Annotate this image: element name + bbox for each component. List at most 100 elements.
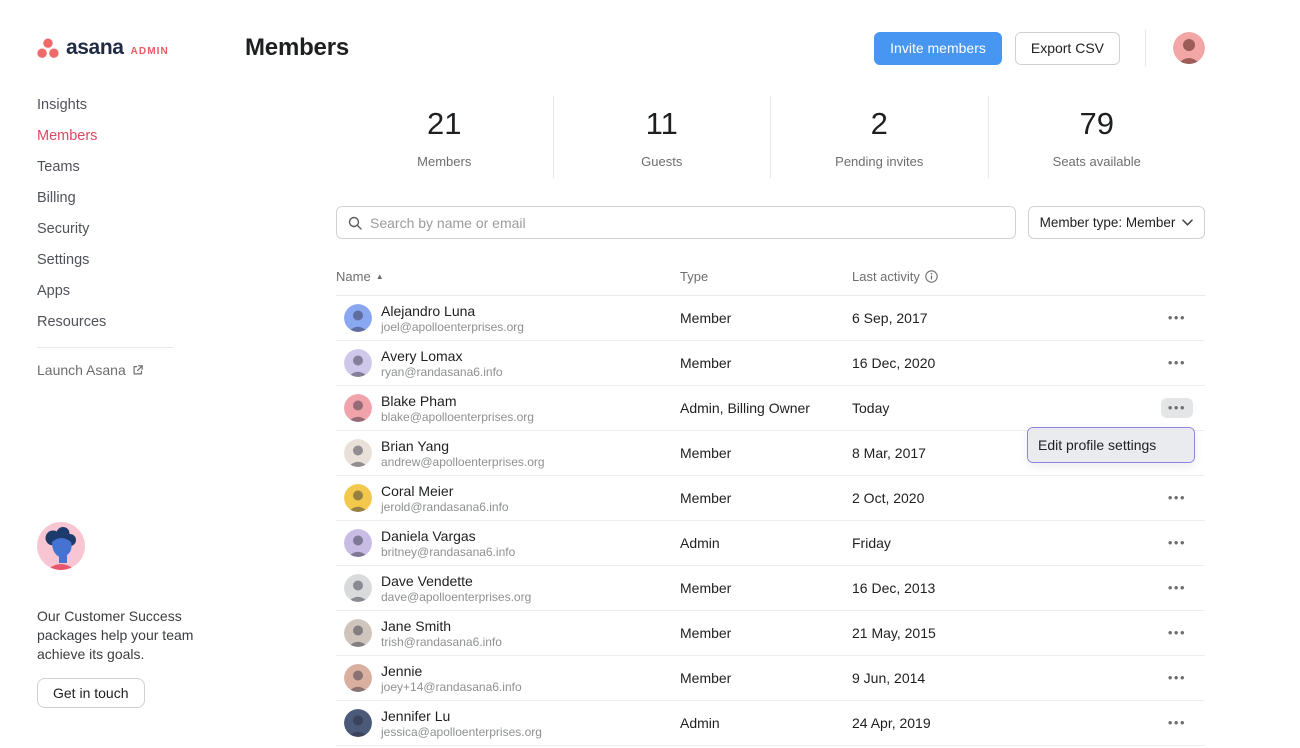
sidebar-item-insights[interactable]: Insights bbox=[37, 96, 87, 113]
table-row: Daniela Vargas britney@randasana6.info A… bbox=[336, 521, 1205, 566]
row-context-menu: Edit profile settings bbox=[1027, 427, 1195, 463]
header-actions: Invite members Export CSV bbox=[874, 30, 1205, 66]
member-avatar bbox=[344, 394, 372, 422]
member-type: Admin bbox=[680, 535, 720, 551]
asana-wordmark: asana bbox=[66, 36, 124, 59]
stat-pending-invites: 2 Pending invites bbox=[770, 96, 988, 178]
member-name-cell: Avery Lomax ryan@randasana6.info bbox=[336, 348, 680, 379]
table-row: Jennifer Lu jessica@apolloenterprises.or… bbox=[336, 701, 1205, 746]
row-options-icon[interactable]: ••• bbox=[1161, 713, 1193, 733]
member-type: Member bbox=[680, 310, 732, 326]
sidebar-item-teams[interactable]: Teams bbox=[37, 158, 80, 175]
column-header-last-activity: Last activity bbox=[852, 269, 1132, 284]
search-input[interactable] bbox=[370, 214, 1004, 231]
row-actions: ••• bbox=[1132, 533, 1205, 553]
column-header-type: Type bbox=[680, 269, 709, 284]
sidebar-item-settings[interactable]: Settings bbox=[37, 251, 90, 268]
table-row: Alejandro Luna joel@apolloenterprises.or… bbox=[336, 296, 1205, 341]
stat-value: 11 bbox=[645, 105, 678, 141]
search-icon bbox=[348, 216, 362, 230]
column-header-name[interactable]: Name ▲ bbox=[336, 269, 384, 284]
edit-profile-settings-menu-item[interactable]: Edit profile settings bbox=[1028, 428, 1194, 462]
row-options-icon[interactable]: ••• bbox=[1161, 578, 1193, 598]
member-name: Avery Lomax bbox=[381, 347, 463, 364]
row-actions: ••• bbox=[1132, 623, 1205, 643]
table-row: Brian Yang andrew@apolloenterprises.org … bbox=[336, 431, 1205, 476]
table-header: Name ▲ Type Last activity bbox=[336, 269, 1205, 296]
row-options-icon[interactable]: ••• bbox=[1161, 488, 1193, 508]
member-name-cell: Coral Meier jerold@randasana6.info bbox=[336, 483, 680, 514]
asana-logo[interactable]: asana ADMIN bbox=[37, 36, 210, 60]
asana-dots-icon bbox=[37, 38, 59, 59]
members-table: Name ▲ Type Last activity bbox=[336, 269, 1205, 746]
page-header: Members Invite members Export CSV bbox=[210, 0, 1300, 66]
stats-row: 21 Members 11 Guests 2 Pending invites 79 Seats… bbox=[336, 96, 1205, 178]
row-options-icon[interactable]: ••• bbox=[1161, 308, 1193, 328]
sidebar-item-resources[interactable]: Resources bbox=[37, 313, 107, 330]
customer-success-text: Our Customer Success packages help your … bbox=[37, 608, 194, 662]
member-avatar bbox=[344, 304, 372, 332]
customer-success-illustration-icon bbox=[37, 522, 85, 570]
sidebar-item-apps[interactable]: Apps bbox=[37, 282, 71, 299]
stat-value: 2 bbox=[870, 105, 888, 141]
member-name: Jennie bbox=[381, 662, 423, 679]
user-avatar[interactable] bbox=[1173, 32, 1205, 64]
invite-members-button[interactable]: Invite members bbox=[874, 31, 1002, 65]
member-name-cell: Jennie joey+14@randasana6.info bbox=[336, 663, 680, 694]
member-email: dave@apolloenterprises.org bbox=[381, 589, 532, 604]
member-type-filter-label: Member type: Member bbox=[1039, 215, 1176, 230]
member-type: Member bbox=[680, 490, 732, 506]
sidebar-divider bbox=[37, 347, 173, 348]
member-last-activity: Friday bbox=[852, 535, 891, 551]
sidebar: asana ADMIN Insights Members Teams Billing S… bbox=[0, 0, 210, 748]
export-csv-button[interactable]: Export CSV bbox=[1014, 31, 1120, 65]
stat-label: Seats available bbox=[1052, 153, 1141, 169]
row-options-icon[interactable]: ••• bbox=[1161, 623, 1193, 643]
member-type: Member bbox=[680, 355, 732, 371]
main-area: Members Invite members Export CSV 21 Memb… bbox=[210, 0, 1300, 748]
table-body: Alejandro Luna joel@apolloenterprises.or… bbox=[336, 296, 1205, 746]
member-avatar bbox=[344, 529, 372, 557]
sidebar-item-launch-asana[interactable]: Launch Asana bbox=[37, 362, 210, 378]
member-avatar bbox=[344, 574, 372, 602]
sidebar-item-members[interactable]: Members bbox=[37, 127, 98, 144]
stat-label: Guests bbox=[641, 153, 683, 169]
row-options-icon[interactable]: ••• bbox=[1161, 353, 1193, 373]
stat-members: 21 Members bbox=[336, 96, 553, 178]
member-type-filter[interactable]: Member type: Member bbox=[1028, 206, 1205, 239]
table-row: Avery Lomax ryan@randasana6.info Member … bbox=[336, 341, 1205, 386]
sidebar-item-security[interactable]: Security bbox=[37, 220, 90, 237]
member-name-cell: Jennifer Lu jessica@apolloenterprises.or… bbox=[336, 708, 680, 739]
stat-guests: 11 Guests bbox=[552, 96, 771, 178]
member-avatar bbox=[344, 349, 372, 377]
member-type: Member bbox=[680, 445, 732, 461]
member-type: Member bbox=[680, 580, 732, 596]
member-email: blake@apolloenterprises.org bbox=[381, 409, 534, 424]
sidebar-item-billing[interactable]: Billing bbox=[37, 189, 76, 206]
info-icon[interactable] bbox=[925, 270, 938, 283]
member-email: ryan@randasana6.info bbox=[381, 364, 503, 379]
member-name-cell: Brian Yang andrew@apolloenterprises.org bbox=[336, 438, 680, 469]
row-options-icon[interactable]: ••• bbox=[1160, 398, 1193, 418]
member-name-cell: Daniela Vargas britney@randasana6.info bbox=[336, 528, 680, 559]
row-actions: ••• bbox=[1132, 488, 1205, 508]
member-name-cell: Blake Pham blake@apolloenterprises.org bbox=[336, 393, 680, 424]
member-email: jessica@apolloenterprises.org bbox=[381, 724, 542, 739]
table-row: Blake Pham blake@apolloenterprises.org A… bbox=[336, 386, 1205, 431]
member-type: Admin, Billing Owner bbox=[680, 400, 810, 416]
member-name-cell: Alejandro Luna joel@apolloenterprises.or… bbox=[336, 303, 680, 334]
member-name: Dave Vendette bbox=[381, 572, 473, 589]
member-name: Alejandro Luna bbox=[381, 302, 476, 319]
row-options-icon[interactable]: ••• bbox=[1161, 533, 1193, 553]
row-options-icon[interactable]: ••• bbox=[1161, 668, 1193, 688]
page-title: Members bbox=[245, 34, 349, 61]
table-row: Coral Meier jerold@randasana6.info Membe… bbox=[336, 476, 1205, 521]
member-last-activity: 16 Dec, 2013 bbox=[852, 580, 936, 596]
get-in-touch-button[interactable]: Get in touch bbox=[37, 678, 145, 708]
member-name: Coral Meier bbox=[381, 482, 454, 499]
member-last-activity: 9 Jun, 2014 bbox=[852, 670, 926, 686]
member-last-activity: 21 May, 2015 bbox=[852, 625, 936, 641]
row-actions: ••• bbox=[1132, 578, 1205, 598]
table-row: Jane Smith trish@randasana6.info Member … bbox=[336, 611, 1205, 656]
sort-ascending-icon: ▲ bbox=[375, 272, 384, 281]
